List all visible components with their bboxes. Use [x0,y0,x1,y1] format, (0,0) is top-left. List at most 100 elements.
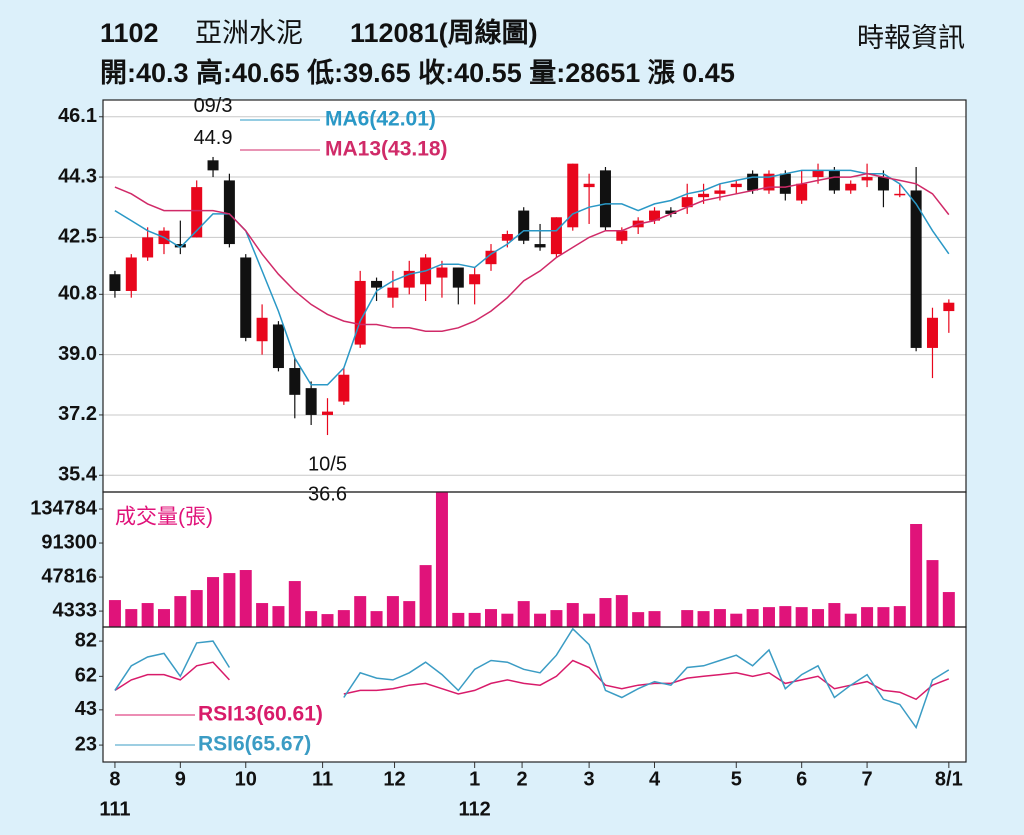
volume-bar [779,606,792,627]
volume-bar [174,596,187,627]
volume-bar [403,601,416,627]
volume-bar [501,613,514,627]
candle-body [354,280,366,345]
volume-bar [141,603,154,627]
volume-bar [615,595,628,627]
series-line [114,659,950,701]
y-tick-label: 47816 [41,565,97,587]
quote: 開:40.3 高:40.65 低:39.65 收:40.55 量:28651 漲… [100,57,735,88]
x-tick-label: 3 [584,768,595,790]
candle-body [877,177,889,191]
candle-body [387,287,399,298]
volume-bar [910,524,923,627]
x-tick-label: 2 [517,768,528,790]
y-tick-label: 39.0 [58,343,97,365]
candle-body [256,317,268,342]
candle-body [534,244,546,248]
plot-background [103,100,966,762]
y-tick-label: 35.4 [58,464,98,486]
candle-body [452,267,464,288]
candle-body [894,193,906,196]
candle-body [747,173,759,191]
volume-bar [370,611,383,627]
candle-body [861,177,873,181]
volume-bar [926,560,939,627]
y-tick-label: 44.3 [58,165,97,187]
volume-bar [223,573,236,627]
volume-bar [517,601,530,627]
candle-body [714,190,726,194]
volume-bar [354,596,367,627]
volume-bar [681,610,694,627]
volume-bar [534,613,547,627]
candle-body [469,274,481,285]
volume-bar [125,609,138,627]
annotation-value: 36.6 [308,483,347,505]
candle-body [338,374,350,402]
annotation-date: 10/5 [308,453,347,475]
candle-body [550,217,562,255]
candle-body [698,193,710,198]
series-line [114,172,950,332]
x-tick-label: 7 [862,768,873,790]
volume-bar [550,610,563,627]
candle-body [174,244,186,248]
panel-title: 成交量(張) [115,506,213,529]
volume-bar [632,612,645,627]
candle-body [943,302,955,312]
panel-frame [102,626,967,763]
volume-bar [713,609,726,627]
candle-body [599,170,611,228]
volume-bar [566,603,579,627]
candle-body [321,411,333,415]
candle-body [779,173,791,194]
legend-label: MA13(43.18) [325,138,448,161]
volume-bar [762,607,775,627]
y-tick-label: 134784 [30,497,98,519]
y-tick-label: 82 [75,629,97,651]
candle-body [501,234,513,241]
volume-bar [812,609,825,627]
x-tick-label: 4 [649,768,661,790]
x-tick-label: 6 [796,768,807,790]
y-tick-label: 62 [75,665,97,687]
candle-body [272,324,284,369]
x-tick-label: 10 [235,768,257,790]
stock-code: 1102 [100,18,159,48]
candle-body [665,210,677,214]
volume-bar [942,592,955,627]
year-label: 111 [99,798,130,820]
volume-bar [435,492,448,627]
y-tick-label: 40.8 [58,283,97,305]
annotation-date: 09/3 [194,95,233,117]
stock-name: 亞洲水泥 [195,18,303,48]
volume-bar [207,577,220,627]
candle-body [649,210,661,221]
candle-body [567,163,579,228]
candle-body [828,170,840,191]
volume-bar [321,614,334,627]
y-tick-label: 91300 [41,531,97,553]
candle-body [371,280,383,288]
candle-body [191,187,203,238]
x-tick-label: 8/1 [935,768,963,790]
candle-body [142,237,154,258]
y-tick-label: 42.5 [58,226,97,248]
volume-bar [697,611,710,627]
candle-body [436,267,448,278]
candle-body [240,257,252,338]
legend-label: RSI6(65.67) [198,733,311,756]
annotation-value: 44.9 [194,127,233,149]
volume-bar [828,603,841,627]
x-tick-label: 11 [312,768,333,790]
x-tick-label: 5 [731,768,742,790]
volume-bar [861,607,874,627]
x-tick-label: 12 [383,768,405,790]
volume-bar [468,612,481,627]
candle-body [926,317,938,348]
volume-bar [893,606,906,627]
legend-label: RSI13(60.61) [198,703,323,726]
candle-body [109,274,121,291]
volume-bar [239,570,252,627]
